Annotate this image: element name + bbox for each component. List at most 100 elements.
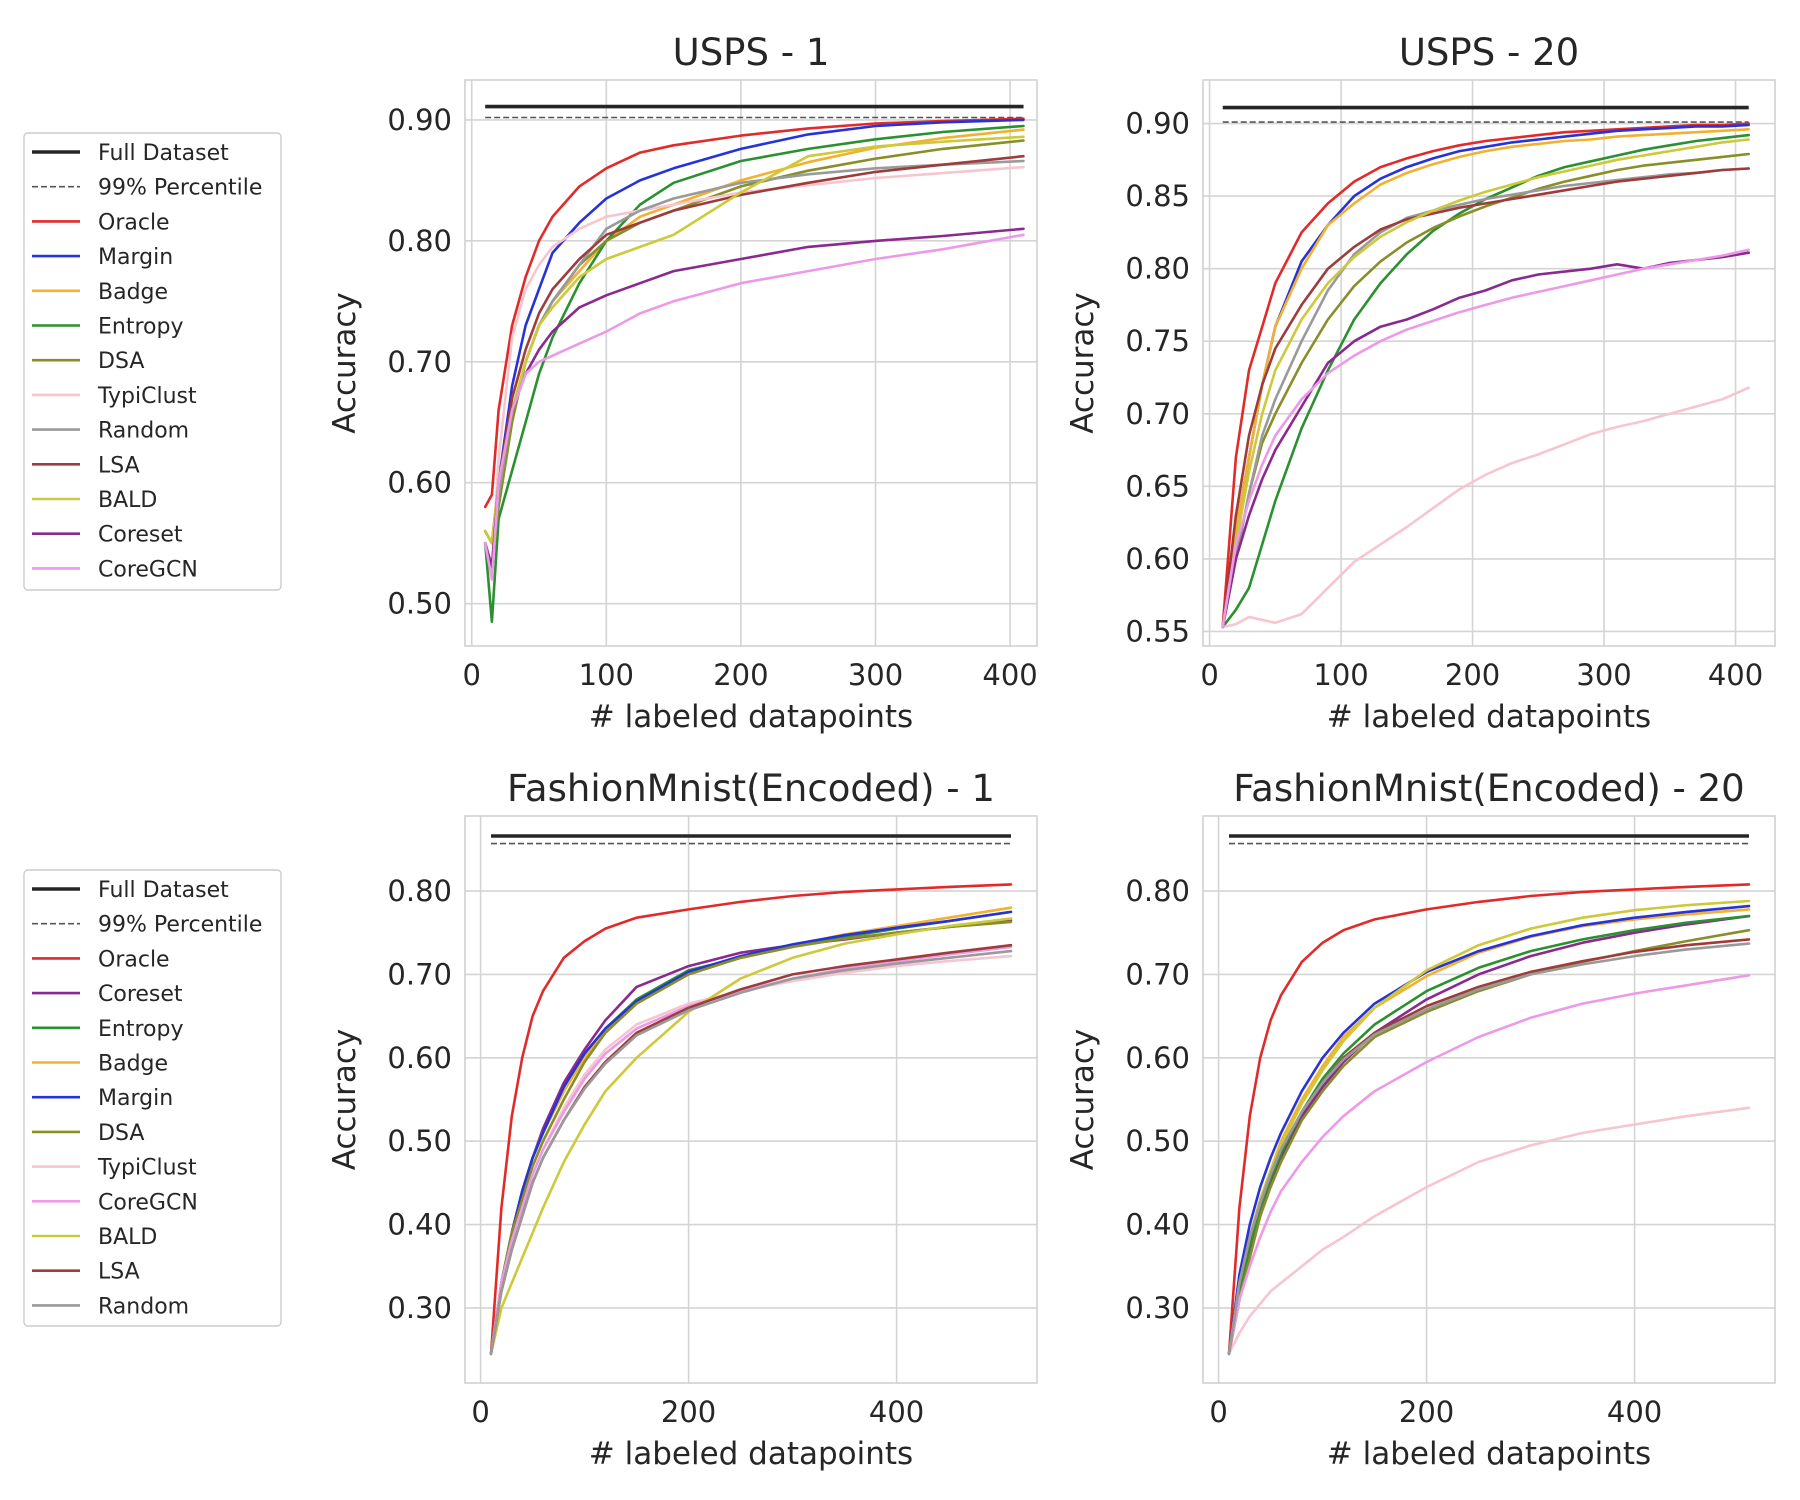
legend-entry: Coreset — [98, 982, 183, 1007]
series-line-dsa — [483, 139, 1025, 569]
x-axis-label: # labeled datapoints — [589, 1436, 913, 1472]
y-tick-label: 0.40 — [1125, 1208, 1190, 1242]
legend-entry: LSA — [98, 453, 140, 478]
y-tick-label: 0.80 — [1125, 252, 1190, 286]
y-tick-label: 0.80 — [1125, 874, 1190, 908]
series-line-oracle — [489, 883, 1013, 1356]
series-line-badge — [1221, 128, 1750, 629]
x-tick-label: 0 — [1209, 1395, 1227, 1429]
y-tick-label: 0.40 — [387, 1208, 452, 1242]
x-tick-label: 400 — [1708, 658, 1763, 692]
x-axis-label: # labeled datapoints — [1327, 1436, 1651, 1472]
legend-entry: CoreGCN — [98, 557, 198, 582]
x-tick-label: 200 — [1445, 658, 1500, 692]
legend-entry: DSA — [98, 1121, 144, 1146]
series-line-random — [489, 949, 1013, 1356]
series-line-lsa — [1221, 167, 1750, 629]
x-tick-label: 0 — [463, 658, 481, 692]
legend-entry: Oracle — [98, 947, 170, 972]
y-tick-label: 0.30 — [1125, 1291, 1190, 1325]
series-line-coregcn — [1221, 248, 1750, 629]
legend-entry: Margin — [98, 1086, 173, 1111]
y-tick-label: 0.65 — [1125, 469, 1190, 503]
legend-entry: 99% Percentile — [98, 176, 262, 201]
y-tick-label: 0.60 — [387, 1041, 452, 1075]
y-tick-label: 0.60 — [387, 466, 452, 500]
y-tick-label: 0.70 — [387, 345, 452, 379]
plot-frame — [1202, 79, 1776, 647]
y-tick-label: 0.55 — [1125, 614, 1190, 648]
legend-entry: Badge — [98, 1052, 168, 1077]
legend-top: Full Dataset 99% Percentile Oracle Margin Ba… — [23, 132, 282, 591]
y-axis-label: Accuracy — [1065, 1029, 1101, 1171]
x-tick-label: 200 — [713, 658, 768, 692]
x-tick-label: 200 — [661, 1395, 716, 1429]
legend-entry: Random — [98, 419, 189, 444]
series-line-oracle — [1221, 122, 1750, 629]
plot-area — [1203, 80, 1775, 646]
panel-title: FashionMnist(Encoded) - 20 — [1233, 767, 1744, 810]
legend-entry: Coreset — [98, 523, 183, 548]
x-tick-label: 100 — [579, 658, 634, 692]
x-tick-label: 300 — [1576, 658, 1631, 692]
y-tick-label: 0.80 — [387, 874, 452, 908]
legend-entry: TypiClust — [97, 1156, 197, 1181]
y-axis-label: Accuracy — [1065, 292, 1101, 434]
y-tick-label: 0.50 — [1125, 1124, 1190, 1158]
series-line-dsa — [489, 920, 1013, 1356]
legend-entry: 99% Percentile — [98, 913, 262, 938]
y-tick-label: 0.30 — [387, 1291, 452, 1325]
y-tick-label: 0.85 — [1125, 179, 1190, 213]
legend-entry: BALD — [98, 1225, 157, 1250]
x-tick-label: 400 — [869, 1395, 924, 1429]
series-line-coregcn — [483, 233, 1025, 581]
y-tick-label: 0.50 — [387, 587, 452, 621]
series-line-entropy — [1221, 133, 1750, 629]
y-tick-label: 0.90 — [387, 103, 452, 137]
series-line-oracle — [483, 117, 1025, 509]
x-tick-label: 100 — [1313, 658, 1368, 692]
y-tick-label: 0.70 — [387, 957, 452, 991]
series-line-entropy — [1227, 914, 1751, 1356]
legend-entry: TypiClust — [97, 384, 197, 409]
y-axis-label: Accuracy — [327, 292, 363, 434]
panel-title: USPS - 20 — [1399, 31, 1579, 74]
series-line-typiclust — [1221, 386, 1750, 629]
plot-frame — [464, 815, 1038, 1384]
plot-frame — [1202, 815, 1776, 1384]
legend-entry: Full Dataset — [98, 878, 229, 903]
series-line-margin — [1227, 904, 1751, 1356]
chart-panel-2: 0 100 200 300 400 0.55 0.60 0.65 0.70 0.75 0.80 0.8… — [1065, 31, 1776, 735]
y-tick-label: 0.60 — [1125, 1041, 1190, 1075]
x-tick-label: 400 — [1607, 1395, 1662, 1429]
panel-title: FashionMnist(Encoded) - 1 — [507, 767, 995, 810]
legend-entry: Margin — [98, 245, 173, 270]
legend-box — [23, 869, 282, 1327]
series-line-dsa — [1221, 152, 1750, 629]
legend-entry: DSA — [98, 349, 144, 374]
x-axis-label: # labeled datapoints — [589, 699, 913, 735]
series-line-margin — [489, 910, 1013, 1356]
legend-entry: Entropy — [98, 315, 183, 340]
y-tick-label: 0.75 — [1125, 324, 1190, 358]
x-tick-label: 0 — [1200, 658, 1218, 692]
panel-title: USPS - 1 — [673, 31, 830, 74]
y-tick-label: 0.60 — [1125, 542, 1190, 576]
y-tick-label: 0.80 — [387, 224, 452, 258]
legend-entry: Entropy — [98, 1017, 183, 1042]
y-tick-label: 0.90 — [1125, 107, 1190, 141]
legend-box — [23, 132, 282, 591]
series-line-coregcn — [489, 945, 1013, 1356]
x-tick-label: 0 — [471, 1395, 489, 1429]
series-line-oracle — [1227, 883, 1751, 1356]
legend-entry: Random — [98, 1294, 189, 1319]
series-line-entropy — [483, 124, 1025, 624]
x-tick-label: 400 — [982, 658, 1037, 692]
y-axis-label: Accuracy — [327, 1029, 363, 1171]
series-line-bald — [1221, 138, 1750, 629]
legend-entry: Oracle — [98, 210, 170, 235]
x-tick-label: 300 — [848, 658, 903, 692]
legend-entry: LSA — [98, 1260, 140, 1285]
series-line-typiclust — [1227, 1106, 1751, 1356]
